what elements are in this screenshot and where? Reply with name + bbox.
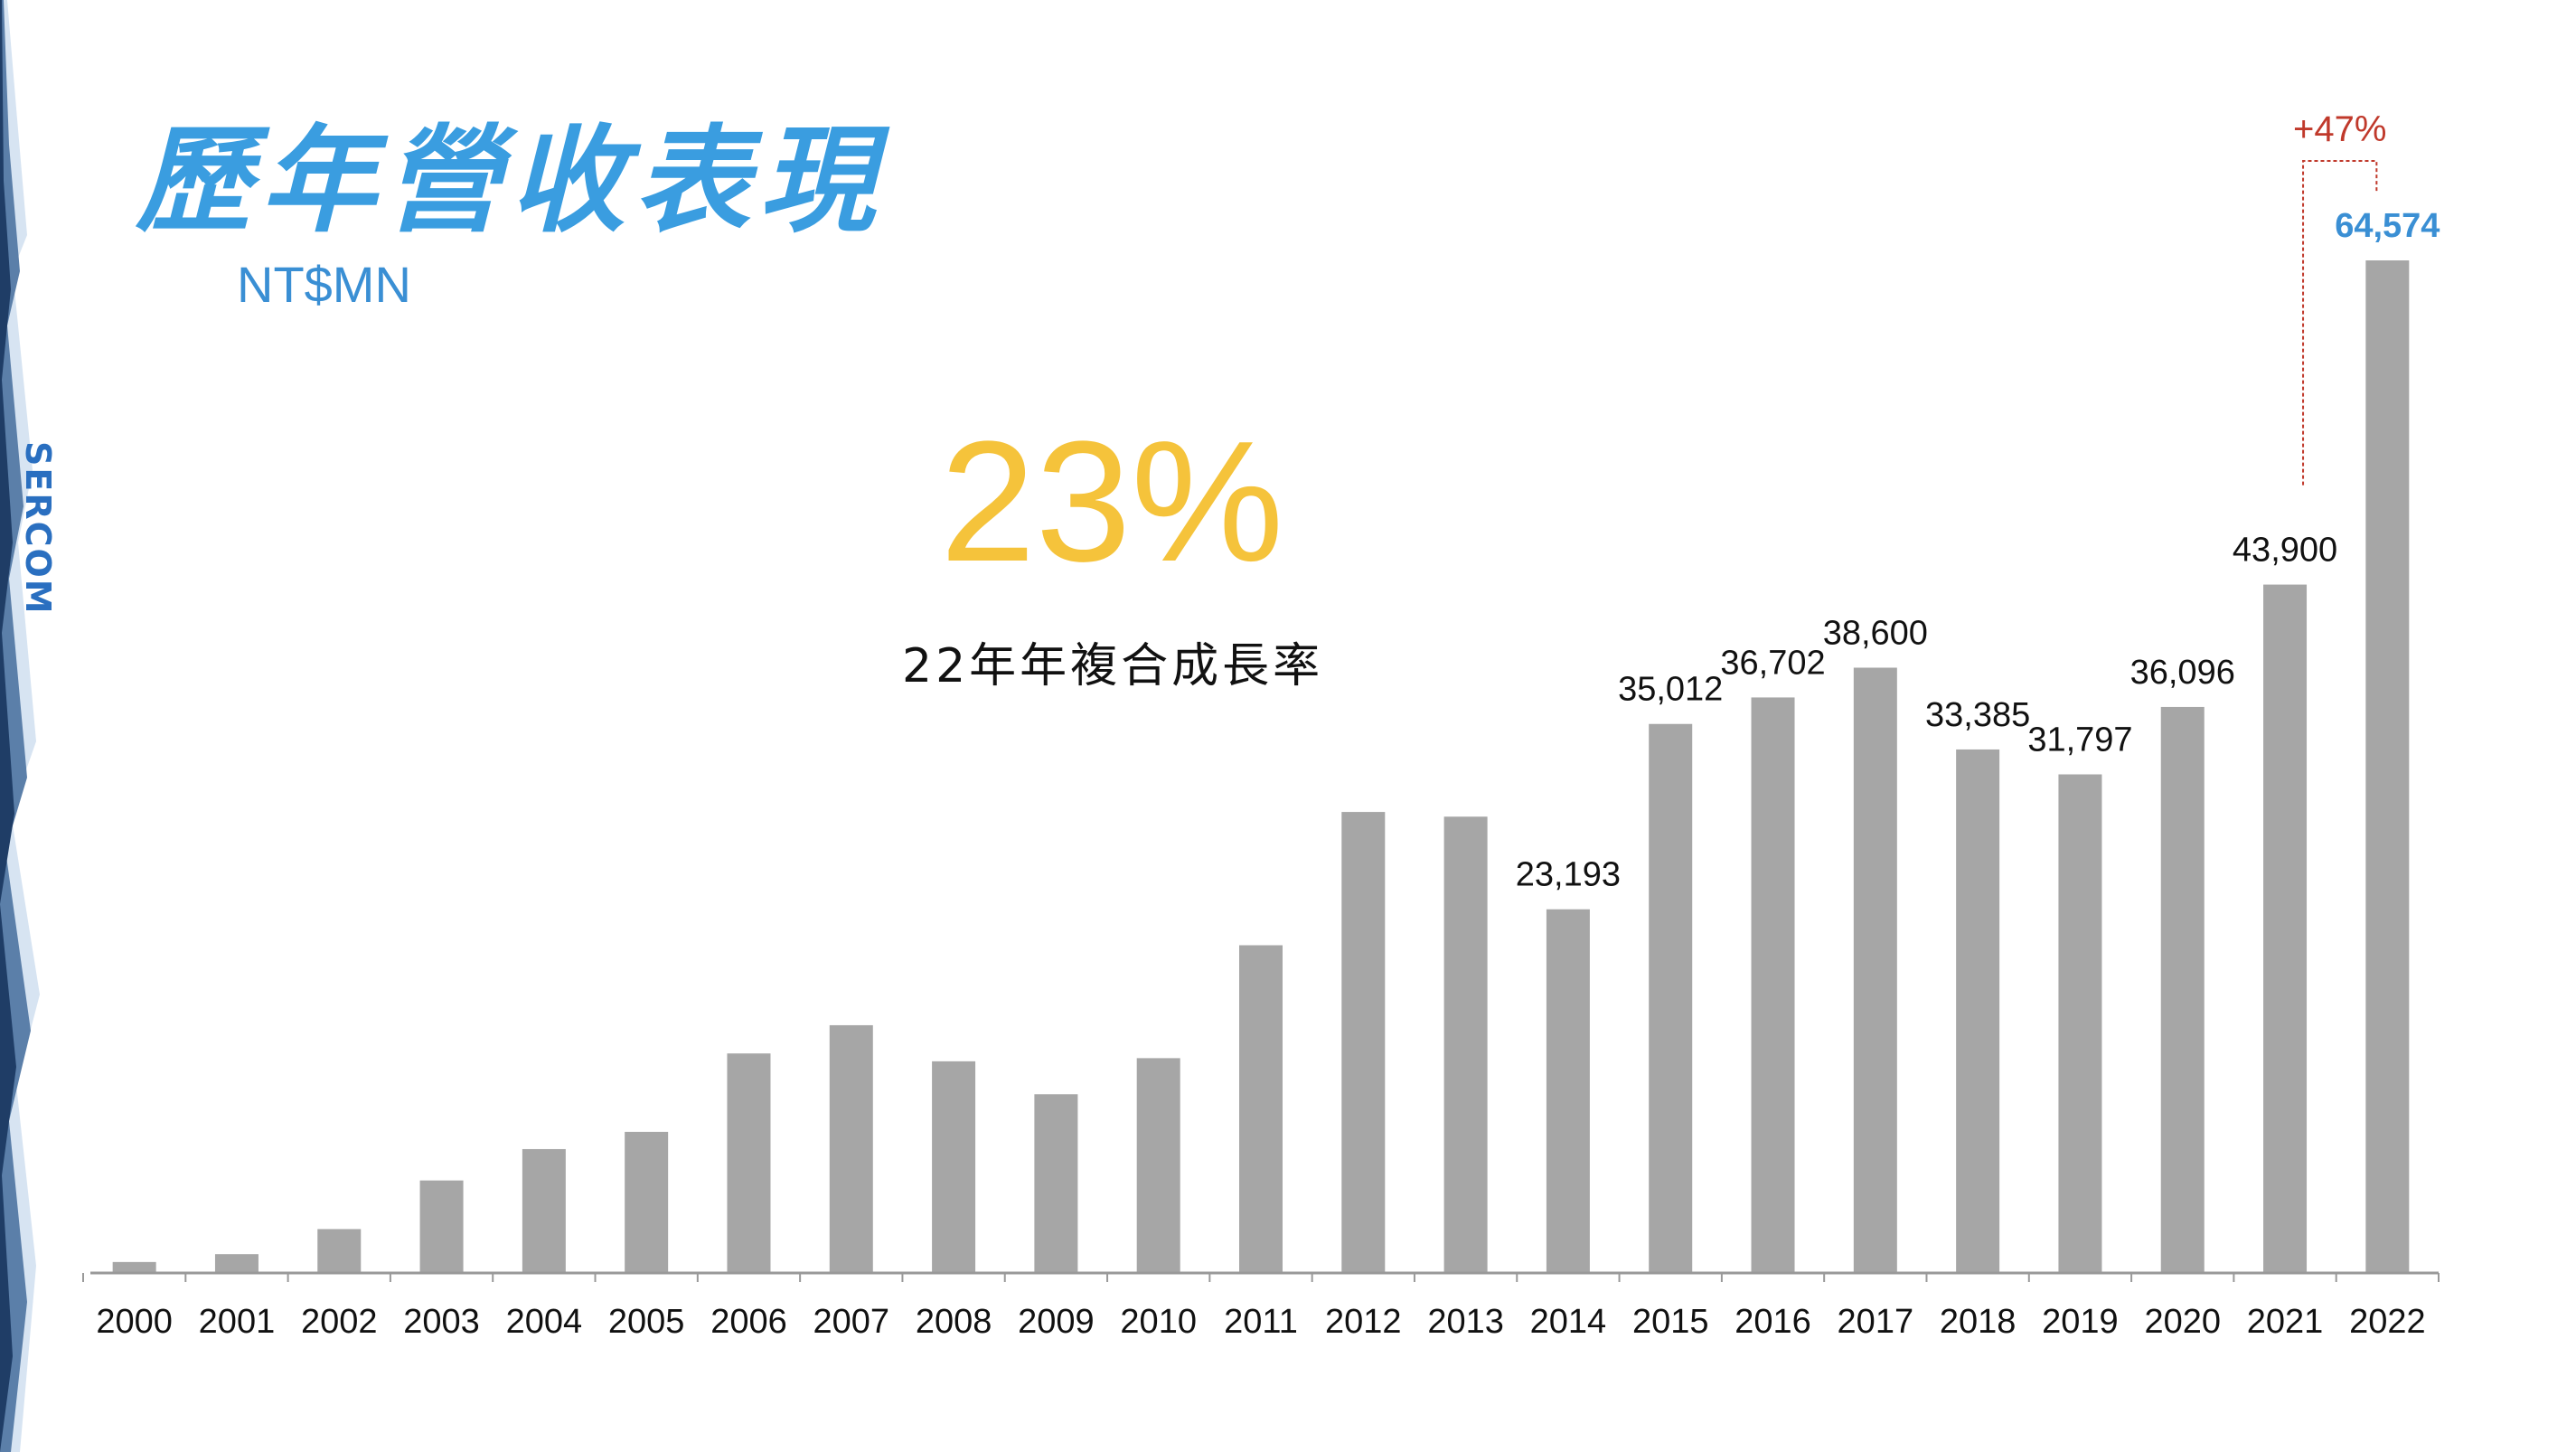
x-tick-label-2006: 2006 <box>710 1303 787 1341</box>
bar-2003 <box>419 1180 464 1273</box>
unit-label: NT$MN <box>237 256 411 313</box>
growth-bracket <box>2302 160 2378 486</box>
bar-2017 <box>1853 667 1897 1273</box>
x-tick-label-2001: 2001 <box>199 1303 276 1341</box>
bars-layer <box>112 260 2410 1273</box>
bar-2008 <box>932 1061 976 1273</box>
x-tick-label-2022: 2022 <box>2349 1303 2426 1341</box>
bar-2005 <box>625 1131 669 1273</box>
x-tick-label-2021: 2021 <box>2247 1303 2324 1341</box>
x-tick-label-2020: 2020 <box>2144 1303 2221 1341</box>
bar-2019 <box>2058 774 2102 1273</box>
bar-2007 <box>829 1024 873 1273</box>
x-tick-label-2019: 2019 <box>2042 1303 2119 1341</box>
bar-2022 <box>2365 260 2410 1273</box>
x-tick-label-2011: 2011 <box>1224 1303 1298 1341</box>
page-title: 歷年營收表現 <box>136 113 885 249</box>
x-tick-label-2013: 2013 <box>1427 1303 1504 1341</box>
bar-2000 <box>112 1261 156 1273</box>
cagr-label: 22年年複合成長率 <box>902 639 1324 693</box>
data-label-2018: 33,385 <box>1925 696 2030 734</box>
x-tick-label-2012: 2012 <box>1325 1303 1402 1341</box>
x-tick-label-2009: 2009 <box>1018 1303 1095 1341</box>
x-tick-label-2003: 2003 <box>403 1303 480 1341</box>
data-label-2017: 38,600 <box>1823 615 1928 653</box>
bar-2004 <box>522 1148 566 1273</box>
bar-2001 <box>214 1254 259 1273</box>
bar-2016 <box>1751 697 1795 1273</box>
bar-2009 <box>1034 1094 1078 1273</box>
sercom-logo: SERCOM <box>18 441 58 616</box>
bar-2015 <box>1649 723 1693 1273</box>
bar-2018 <box>1956 749 2000 1273</box>
x-tick-label-2010: 2010 <box>1120 1303 1197 1341</box>
x-tick-label-2016: 2016 <box>1735 1303 1811 1341</box>
left-decoration <box>0 0 40 1452</box>
x-tick-label-2008: 2008 <box>916 1303 992 1341</box>
data-label-2016: 36,702 <box>1720 644 1825 682</box>
growth-annotation: +47% <box>2293 109 2386 486</box>
cagr-value: 23% <box>940 406 1284 598</box>
bar-2010 <box>1136 1058 1180 1273</box>
x-tick-labels-layer: 2000 2001 2002 2003 2004 2005 2006 2007 2008 2009… <box>96 1303 2425 1341</box>
x-tick-label-2007: 2007 <box>813 1303 890 1341</box>
data-label-2019: 31,797 <box>2027 721 2132 759</box>
x-tick-label-2015: 2015 <box>1632 1303 1709 1341</box>
x-tick-label-2018: 2018 <box>1940 1303 2017 1341</box>
x-tick-label-2005: 2005 <box>608 1303 685 1341</box>
bar-2020 <box>2160 706 2205 1273</box>
data-label-2015: 35,012 <box>1618 671 1723 709</box>
x-tick-label-2017: 2017 <box>1838 1303 1914 1341</box>
x-tick-label-2000: 2000 <box>96 1303 173 1341</box>
bar-2013 <box>1443 816 1488 1273</box>
data-label-2020: 36,096 <box>2130 654 2235 692</box>
bar-2014 <box>1546 909 1590 1273</box>
bar-2021 <box>2263 584 2308 1273</box>
bar-2012 <box>1341 812 1386 1273</box>
x-tick-label-2014: 2014 <box>1530 1303 1607 1341</box>
data-label-2014: 23,193 <box>1516 856 1621 894</box>
bar-2006 <box>727 1053 771 1273</box>
bar-2011 <box>1239 945 1283 1273</box>
growth-annotation-label: +47% <box>2293 109 2386 149</box>
bar-2002 <box>317 1229 362 1273</box>
x-tick-label-2004: 2004 <box>506 1303 583 1341</box>
data-label-2021: 43,900 <box>2233 532 2337 570</box>
x-tick-label-2002: 2002 <box>301 1303 378 1341</box>
data-label-2022: 64,574 <box>2335 207 2440 245</box>
